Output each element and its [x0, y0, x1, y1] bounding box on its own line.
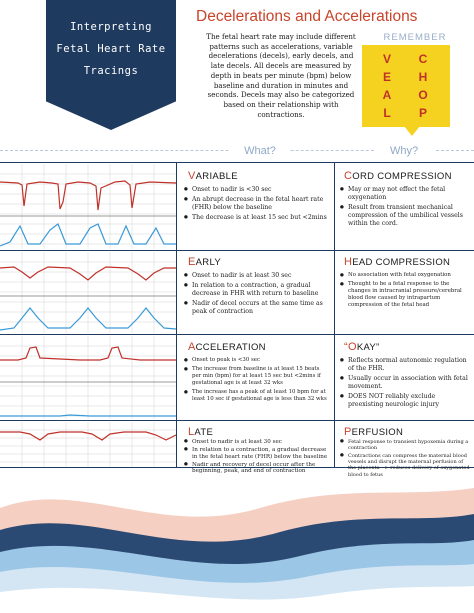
acceleration-what-list: Onset to peak is <30 sec The increase fr… [184, 357, 330, 405]
title-initial: E [188, 256, 196, 268]
perfusion-title: PERFUSION [344, 426, 403, 438]
list-item: Thought to be a fetal response to the ch… [340, 281, 470, 310]
mnemonic-letter: P [418, 106, 427, 120]
title-rest: ORD COMPRESSION [352, 171, 452, 182]
cord-compression-title: CORD COMPRESSION [344, 170, 452, 182]
title-rest: CCELERATION [195, 342, 266, 353]
list-item: Nadir and recovery of decel occur after … [184, 462, 330, 475]
list-item: Usually occur in association with fetal … [340, 375, 470, 391]
what-column-header: What? [230, 145, 290, 157]
title-rest: ARIABLE [195, 171, 238, 182]
cord-compression-list: May or may not effect the fetal oxygenat… [340, 186, 470, 230]
intro-paragraph: The fetal heart rate may include differe… [206, 32, 356, 119]
why-column-header: Why? [374, 145, 434, 157]
mnemonic-letter: L [383, 106, 391, 120]
list-item: Contractions can compress the maternal b… [340, 453, 470, 478]
list-item: DOES NOT reliably exclude preexisting ne… [340, 393, 470, 409]
late-decel-tracing [0, 422, 176, 467]
title-rest: ATE [194, 427, 214, 438]
list-item: Onset to peak is <30 sec [184, 357, 330, 364]
mnemonic-sticky-note [362, 45, 450, 127]
title-rest: KAY” [356, 342, 380, 353]
banner-title: Interpreting Fetal Heart Rate Tracings [56, 21, 166, 77]
list-item: In relation to a contraction, a gradual … [184, 447, 330, 460]
title-initial: A [188, 341, 196, 353]
list-item: An abrupt decrease in the fetal heart ra… [184, 196, 330, 212]
okay-list: Reflects normal autonomic regulation of … [340, 357, 470, 411]
mnemonic-veal-column: V E A L [372, 50, 402, 122]
late-what-list: Onset to nadir is at least 30 sec In rel… [184, 439, 330, 476]
acceleration-title: ACCELERATION [188, 341, 266, 353]
remember-label: REMEMBER [383, 32, 447, 43]
mnemonic-letter: A [382, 88, 392, 102]
late-title: LATE [188, 426, 213, 438]
variable-title: VARIABLE [188, 170, 238, 182]
mnemonic-letter: E [382, 70, 391, 84]
list-item: Result from transient mechanical compres… [340, 204, 470, 229]
list-item: The increase has a peak of at least 10 b… [184, 389, 330, 403]
variable-what-list: Onset to nadir is <30 sec An abrupt decr… [184, 186, 330, 223]
list-item: Onset to nadir is at least 30 sec [184, 439, 330, 446]
list-item: In relation to a contraction, a gradual … [184, 282, 330, 298]
title-rest: ERFUSION [351, 427, 404, 438]
early-decel-tracing [0, 252, 176, 333]
title-initial: P [344, 426, 352, 438]
mnemonic-chop-column: C H O P [408, 50, 438, 122]
title-rest: EAD COMPRESSION [352, 257, 451, 268]
list-item: May or may not effect the fetal oxygenat… [340, 186, 470, 202]
row-divider [0, 420, 474, 421]
sticky-note-tail [404, 126, 420, 136]
mnemonic-letter: O [418, 88, 428, 102]
head-compression-list: No association with fetal oxygenation Th… [340, 272, 470, 311]
head-compression-title: HEAD COMPRESSION [344, 256, 450, 268]
title-initial: L [188, 426, 195, 438]
okay-title: “OKAY” [344, 341, 380, 353]
acceleration-tracing [0, 336, 176, 419]
list-item: Reflects normal autonomic regulation of … [340, 357, 470, 373]
list-item: No association with fetal oxygenation [340, 272, 470, 279]
list-item: Fetal response to transient hypoxemia du… [340, 439, 470, 451]
mnemonic-letter: C [418, 52, 428, 66]
early-what-list: Onset to nadir is at least 30 sec In rel… [184, 272, 330, 318]
decorative-waves [0, 488, 474, 613]
list-item: Nadir of decel occurs at the same time a… [184, 300, 330, 316]
perfusion-list: Fetal response to transient hypoxemia du… [340, 439, 470, 479]
list-item: Onset to nadir is <30 sec [184, 186, 330, 194]
column-divider [334, 162, 335, 468]
list-item: The decrease is at least 15 sec but <2mi… [184, 214, 330, 222]
early-title: EARLY [188, 256, 221, 268]
list-item: The increase from baseline is at least 1… [184, 366, 330, 388]
title-initial: V [188, 170, 196, 182]
title-rest: ARLY [195, 257, 221, 268]
page-title: Decelerations and Accelerations [196, 8, 418, 25]
row-divider [0, 334, 474, 335]
title-initial: C [344, 170, 353, 182]
list-item: Onset to nadir is at least 30 sec [184, 272, 330, 280]
row-divider [0, 250, 474, 251]
variable-decel-tracing [0, 164, 176, 249]
title-initial: H [344, 256, 353, 268]
mnemonic-letter: V [382, 52, 391, 66]
title-banner [46, 0, 176, 130]
mnemonic-letter: H [418, 70, 428, 84]
column-divider [176, 162, 177, 468]
title-initial: “O [344, 341, 357, 353]
